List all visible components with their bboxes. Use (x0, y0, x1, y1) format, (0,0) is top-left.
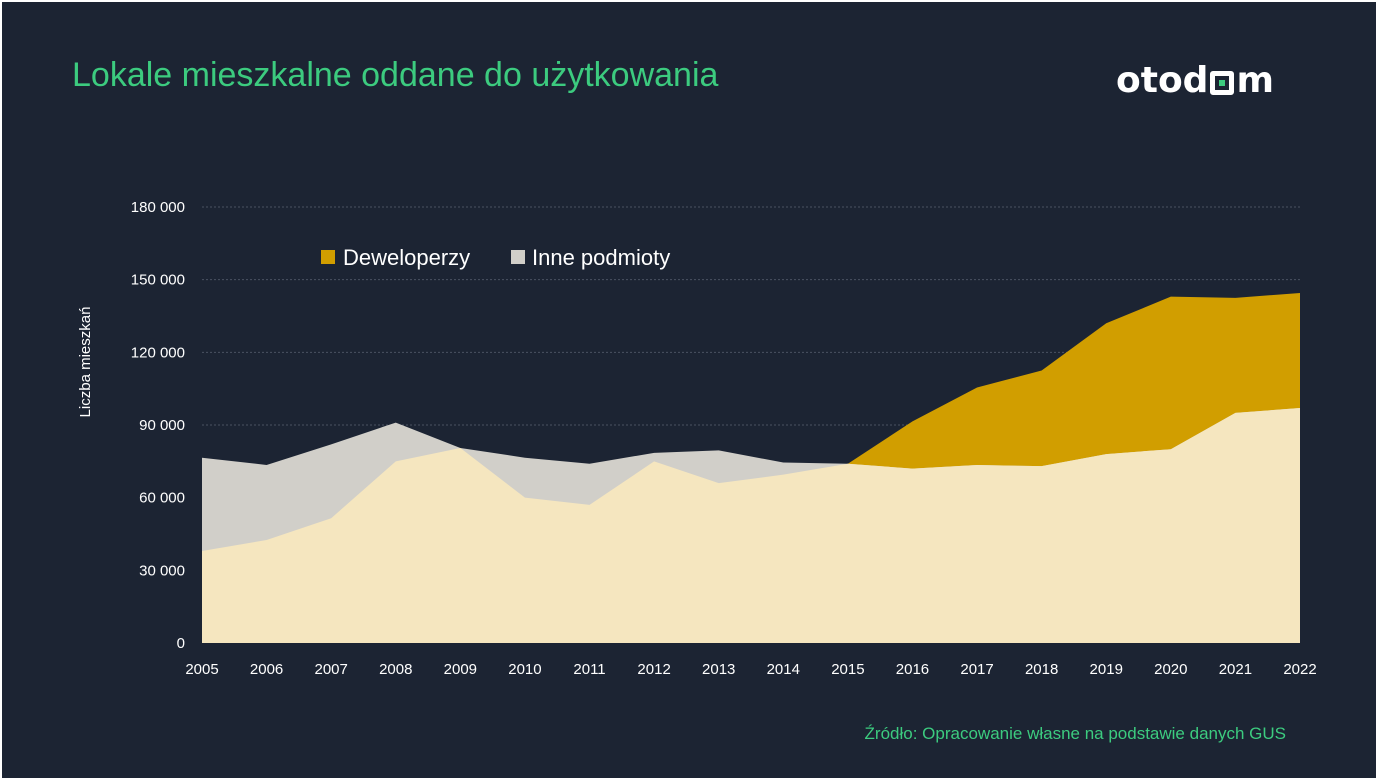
logo-text-end: m (1236, 59, 1274, 101)
x-tick-label: 2007 (314, 661, 347, 678)
house-square-icon-inner (1219, 79, 1226, 86)
house-square-icon (1210, 70, 1235, 95)
y-tick-label: 30 000 (139, 562, 185, 579)
x-tick-label: 2016 (896, 661, 929, 678)
x-axis-ticks: 2005 2006 2007 2008 2009 2010 2011 2012 2013 2014… (185, 661, 1316, 678)
x-tick-label: 2010 (508, 661, 541, 678)
logo-text-start: otod (1116, 59, 1209, 101)
x-tick-label: 2012 (637, 661, 670, 678)
y-tick-label: 120 000 (131, 344, 185, 361)
x-tick-label: 2021 (1219, 661, 1252, 678)
x-tick-label: 2019 (1090, 661, 1123, 678)
y-axis-label: Liczba mieszkań (77, 307, 94, 418)
x-tick-label: 2014 (767, 661, 800, 678)
area-overlap (202, 408, 1300, 643)
x-tick-label: 2017 (960, 661, 993, 678)
x-tick-label: 2011 (573, 661, 605, 678)
x-tick-label: 2005 (185, 661, 218, 678)
x-tick-label: 2006 (250, 661, 283, 678)
legend-swatch-inne-podmioty (511, 250, 525, 264)
y-tick-label: 180 000 (131, 199, 185, 216)
x-tick-label: 2009 (444, 661, 477, 678)
source-note: Źródło: Opracowanie własne na podstawie … (864, 724, 1286, 743)
x-tick-label: 2015 (831, 661, 864, 678)
legend-swatch-deweloperzy (321, 250, 335, 264)
logo-text: otod m (1116, 60, 1274, 101)
x-tick-label: 2022 (1283, 661, 1316, 678)
chart-areas (202, 292, 1300, 643)
y-tick-label: 150 000 (131, 272, 185, 289)
y-tick-label: 0 (177, 635, 185, 652)
x-tick-label: 2018 (1025, 661, 1058, 678)
legend-label-inne-podmioty: Inne podmioty (532, 245, 670, 270)
x-tick-label: 2013 (702, 661, 735, 678)
x-tick-label: 2020 (1154, 661, 1187, 678)
legend: Deweloperzy Inne podmioty (321, 245, 670, 270)
y-axis-ticks: 0 30 000 60 000 90 000 120 000 150 000 180 000 (131, 199, 185, 652)
y-tick-label: 60 000 (139, 490, 185, 507)
y-tick-label: 90 000 (139, 417, 185, 434)
otodom-logo: otod m (1116, 58, 1274, 102)
legend-label-deweloperzy: Deweloperzy (343, 245, 470, 270)
x-tick-label: 2008 (379, 661, 412, 678)
page-title: Lokale mieszkalne oddane do użytkowania (72, 56, 719, 94)
